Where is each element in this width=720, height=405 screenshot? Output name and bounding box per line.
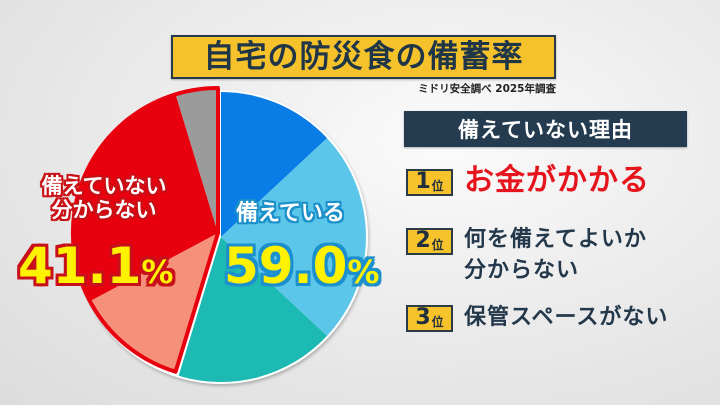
value-prepared-number: 59.0 <box>224 237 348 295</box>
reason-text-2: 何を備えてよいか 分からない <box>464 224 647 286</box>
label-not-prepared-line1: 備えていない <box>41 174 167 198</box>
rank-number: 1 <box>415 169 431 194</box>
label-prepared: 備えている <box>236 201 345 226</box>
rank-unit: 位 <box>431 179 444 193</box>
rank-unit: 位 <box>431 238 444 252</box>
value-not-prepared-number: 41.1 <box>18 237 142 295</box>
prepared-slices <box>178 92 366 383</box>
value-not-prepared: 41.1% <box>18 241 173 291</box>
reasons-header-text: 備えていない理由 <box>458 118 633 142</box>
reason-text-2-line2: 分からない <box>464 258 580 283</box>
reason-text-2-line1: 何を備えてよいか <box>464 227 647 252</box>
percent-sign: % <box>141 253 174 291</box>
reason-text-1: お金がかかる <box>464 163 650 198</box>
rank-unit: 位 <box>431 315 444 329</box>
slice-prepared-teal <box>178 237 327 383</box>
slice-prepared-blue <box>221 92 327 237</box>
not-prepared-outline <box>70 86 220 374</box>
slice-unknown-gray <box>175 87 218 233</box>
rank-number: 3 <box>415 305 431 330</box>
value-prepared: 59.0% <box>224 241 379 291</box>
reason-text-3: 保管スペースがない <box>464 305 669 330</box>
not-prepared-slices <box>70 86 220 374</box>
slice-not-prepared-red <box>72 94 218 302</box>
label-not-prepared-line2: 分からない <box>51 198 157 222</box>
slice-prepared-lightblue <box>221 138 366 336</box>
label-not-prepared: 備えていない 分からない <box>14 176 194 224</box>
chart-title: 自宅の防災食の備蓄率 <box>203 38 524 75</box>
reasons-header: 備えていない理由 <box>404 111 687 147</box>
rank-number: 2 <box>415 228 431 253</box>
percent-sign: % <box>347 253 380 291</box>
source-note: ミドリ安全調べ 2025年調査 <box>418 83 556 95</box>
title-banner: 自宅の防災食の備蓄率 <box>171 35 556 79</box>
